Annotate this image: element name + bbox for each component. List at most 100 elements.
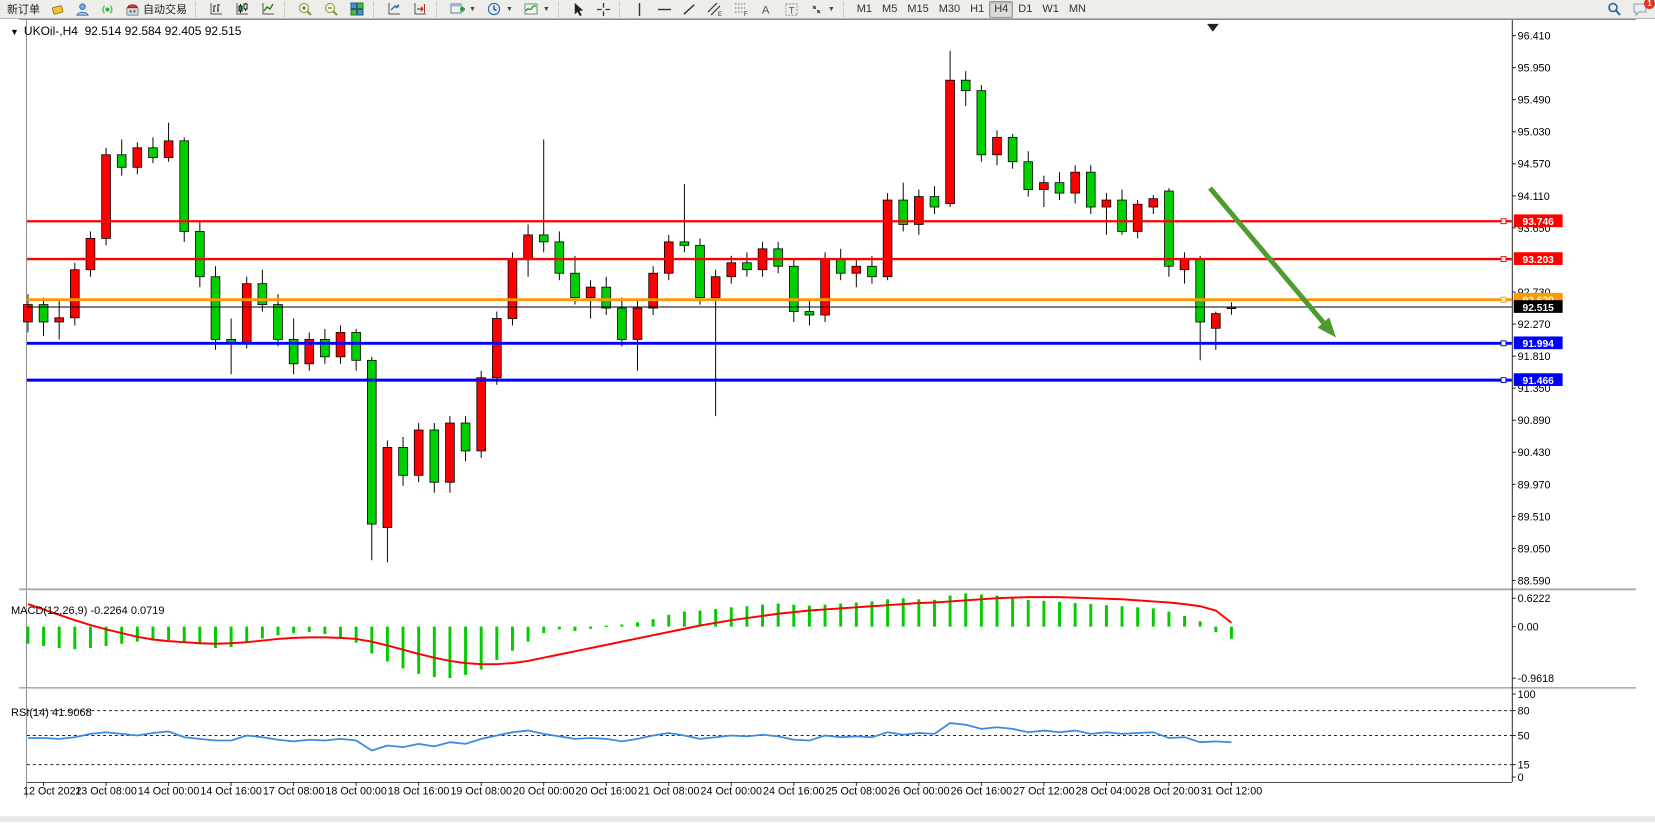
bull-candle bbox=[382, 447, 393, 528]
time-tick-label: 20 Oct 00:00 bbox=[513, 786, 574, 798]
ticket-icon[interactable] bbox=[46, 1, 69, 18]
new-order-button[interactable]: 新订单 bbox=[3, 1, 44, 18]
bull-candle bbox=[992, 136, 1002, 156]
macd-histogram-bar bbox=[839, 603, 843, 627]
bear-candle bbox=[210, 276, 221, 340]
trendline-tool[interactable] bbox=[678, 1, 701, 18]
candlestick-chart-type-icon[interactable] bbox=[230, 1, 254, 18]
bear-candle bbox=[148, 147, 158, 158]
timeframe-button-D1[interactable]: D1 bbox=[1018, 3, 1033, 15]
timeframe-button-MN[interactable]: MN bbox=[1068, 3, 1086, 15]
bull-candle bbox=[1148, 198, 1159, 208]
equidistant-channel-tool[interactable]: E bbox=[703, 1, 727, 18]
macd-histogram-bar bbox=[307, 626, 311, 632]
zoom-in-icon[interactable] bbox=[293, 1, 317, 18]
bear-candle bbox=[695, 244, 705, 298]
bear-candle bbox=[898, 199, 908, 225]
line-handle[interactable] bbox=[1500, 256, 1507, 263]
bull-candle bbox=[85, 237, 96, 271]
bear-candle bbox=[1195, 258, 1205, 323]
macd-histogram-bar bbox=[745, 606, 749, 627]
macd-histogram-bar bbox=[120, 626, 124, 644]
chart-window[interactable]: 96.410 95.950 95.490 95.030 94.570 94.110 93.6… bbox=[0, 19, 1655, 822]
bar-chart-type-icon[interactable] bbox=[204, 1, 228, 18]
timeframe-button-M30[interactable]: M30 bbox=[938, 3, 961, 15]
line-handle[interactable] bbox=[1500, 377, 1507, 384]
bull-candle bbox=[1039, 182, 1049, 190]
bear-candle bbox=[773, 248, 783, 267]
bull-candle bbox=[726, 262, 737, 278]
price-tick-label: 95.490 bbox=[1518, 95, 1551, 107]
notifications-chat-icon[interactable]: 1 bbox=[1628, 0, 1655, 18]
zoom-out-icon[interactable] bbox=[319, 1, 343, 18]
bear-candle bbox=[366, 359, 377, 525]
bear-candle bbox=[742, 262, 752, 271]
toolbar-separator bbox=[373, 1, 378, 17]
arrows-tool[interactable]: ▼ bbox=[805, 1, 839, 18]
tile-windows-icon[interactable] bbox=[345, 1, 369, 18]
chart-shift-marker[interactable] bbox=[1207, 23, 1219, 32]
bottom-scroll-strip[interactable] bbox=[0, 816, 1655, 822]
macd-histogram-bar bbox=[682, 611, 686, 627]
crosshair-tool[interactable] bbox=[592, 1, 615, 18]
vertical-line-tool[interactable] bbox=[628, 1, 651, 18]
chart-canvas[interactable]: 96.41095.95095.49095.03094.57094.11093.6… bbox=[0, 19, 1655, 822]
autotrading-button[interactable]: 自动交易 bbox=[121, 1, 191, 18]
auto-arrange-icon[interactable] bbox=[382, 1, 406, 18]
bull-candle bbox=[445, 422, 455, 483]
horizontal-line-tool[interactable] bbox=[653, 1, 676, 18]
text-label-tool[interactable]: T bbox=[780, 1, 803, 18]
collapse-triangle-icon[interactable]: ▼ bbox=[10, 27, 19, 37]
rsi-tick-label: 80 bbox=[1518, 706, 1530, 718]
signal-icon[interactable] bbox=[96, 1, 119, 18]
timeframe-button-H4[interactable]: H4 bbox=[989, 0, 1014, 18]
macd-histogram-bar bbox=[260, 626, 264, 639]
bear-candle bbox=[601, 286, 612, 309]
bull-candle bbox=[163, 140, 174, 158]
rsi-value: 41.9068 bbox=[51, 707, 92, 719]
line-chart-type-icon[interactable] bbox=[256, 1, 280, 18]
timeframe-button-W1[interactable]: W1 bbox=[1042, 3, 1059, 15]
macd-histogram-bar bbox=[135, 626, 139, 642]
profile-icon[interactable] bbox=[71, 1, 94, 18]
svg-text:T: T bbox=[789, 5, 795, 15]
price-tick-label: 89.050 bbox=[1518, 543, 1551, 555]
cursor-tool[interactable] bbox=[567, 1, 590, 18]
macd-histogram-bar bbox=[417, 626, 421, 674]
macd-histogram-bar bbox=[1136, 607, 1140, 627]
macd-histogram-bar bbox=[1183, 615, 1187, 627]
bull-candle bbox=[945, 79, 955, 204]
time-tick-label: 26 Oct 00:00 bbox=[888, 786, 949, 798]
price-flag-label: 91.466 bbox=[1523, 376, 1555, 387]
timeframe-button-H1[interactable]: H1 bbox=[970, 3, 985, 15]
period-clock-button[interactable]: ▼ bbox=[482, 1, 517, 18]
macd-histogram-bar bbox=[1073, 603, 1077, 627]
macd-histogram-bar bbox=[1042, 600, 1046, 627]
macd-histogram-bar bbox=[510, 626, 514, 651]
macd-histogram-bar bbox=[948, 595, 952, 627]
chart-shift-icon[interactable] bbox=[408, 1, 432, 18]
chart-background bbox=[19, 19, 1636, 804]
rsi-indicator-title: RSI(14) 41.9068 bbox=[11, 707, 92, 719]
timeframe-button-M5[interactable]: M5 bbox=[882, 3, 898, 15]
line-handle[interactable] bbox=[1500, 296, 1507, 303]
text-tool[interactable]: A bbox=[755, 1, 778, 18]
toolbar-separator bbox=[436, 1, 441, 17]
timeframe-button-M15[interactable]: M15 bbox=[907, 3, 929, 15]
macd-histogram-bar bbox=[57, 626, 61, 649]
search-icon[interactable] bbox=[1602, 1, 1626, 18]
price-tick-label: 94.570 bbox=[1518, 159, 1551, 171]
new-chart-button[interactable]: ▼ bbox=[445, 1, 480, 18]
line-handle[interactable] bbox=[1500, 340, 1507, 347]
line-handle[interactable] bbox=[1500, 218, 1507, 225]
price-tick-label: 95.030 bbox=[1518, 127, 1551, 139]
indicators-button[interactable]: ▼ bbox=[519, 1, 554, 18]
trend-arrow-annotation[interactable] bbox=[1208, 186, 1331, 331]
bull-candle bbox=[663, 241, 674, 274]
toolbar-separator bbox=[618, 1, 624, 17]
fibonacci-tool[interactable]: F bbox=[729, 1, 753, 18]
macd-histogram-bar bbox=[167, 626, 171, 641]
dropdown-arrow: ▼ bbox=[469, 5, 476, 13]
timeframe-button-M1[interactable]: M1 bbox=[856, 3, 873, 15]
bull-candle bbox=[648, 272, 658, 309]
